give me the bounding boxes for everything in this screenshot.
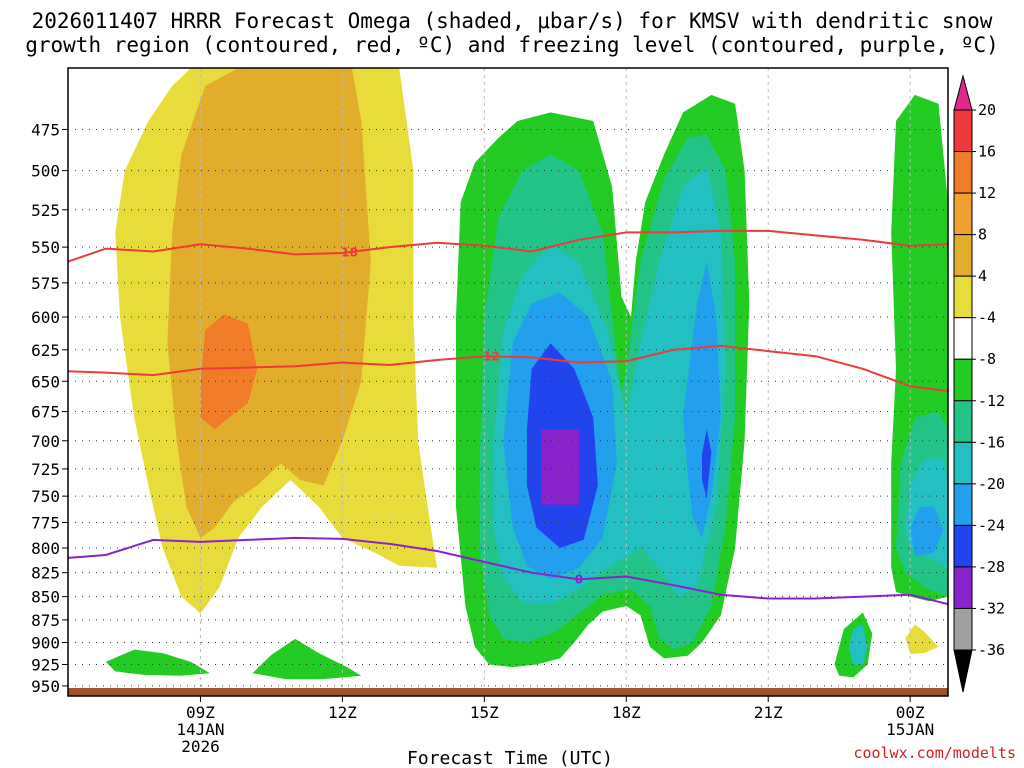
colorbar-box-0: [953, 109, 973, 153]
omega-shading-layer: [105, 68, 948, 680]
colorbar-box-8: [953, 441, 973, 485]
colorbar-box-5: [953, 317, 973, 360]
colorbar-label-9: -20: [978, 475, 1005, 493]
y-tick-label-650: 650: [31, 372, 60, 391]
y-tick-label-950: 950: [31, 677, 60, 696]
x-tick-label-21-0: 21Z: [754, 703, 783, 722]
terrain-strip: [68, 688, 948, 696]
contour-label-freezing-level-0: 0: [575, 572, 583, 586]
x-tick-label-9-0: 09Z: [186, 703, 215, 722]
y-tick-label-750: 750: [31, 487, 60, 506]
y-tick-label-600: 600: [31, 308, 60, 327]
x-tick-label-15-0: 15Z: [470, 703, 499, 722]
omega-region-ascent-8-low1: [105, 649, 210, 676]
colorbar-box-2: [953, 192, 973, 236]
y-tick-label-775: 775: [31, 513, 60, 532]
colorbar-label-13: -36: [978, 641, 1005, 659]
x-tick-label-9-2: 2026: [181, 737, 220, 756]
omega-region-descent12: [200, 314, 258, 430]
y-tick-label-900: 900: [31, 634, 60, 653]
colorbar: 20 16 12 8 4 -4 -8 -12 -16 -20 -24 -28 -32 -36: [953, 74, 1005, 693]
colorbar-label-7: -12: [978, 392, 1005, 410]
x-axis-label: Forecast Time (UTC): [407, 748, 613, 768]
colorbar-box-4: [953, 275, 973, 319]
colorbar-label-0: 20: [978, 101, 996, 119]
x-tick-label-12-0: 12Z: [328, 703, 357, 722]
colorbar-label-5: -4: [978, 309, 996, 327]
plot-frame: [67, 67, 949, 697]
colorbar-box-9: [953, 483, 973, 526]
colorbar-label-4: 4: [978, 267, 987, 285]
colorbar-label-11: -28: [978, 558, 1005, 576]
y-tick-label-725: 725: [31, 460, 60, 479]
colorbar-label-1: 16: [978, 143, 996, 161]
y-tick-label-700: 700: [31, 432, 60, 451]
chart-title-line-1: 2026011407 HRRR Forecast Omega (shaded, …: [32, 9, 993, 33]
colorbar-label-3: 8: [978, 226, 987, 244]
contour-label-dendritic-12: -12: [478, 349, 500, 363]
contour-freezing-level-0: [67, 536, 949, 606]
y-tick-label-925: 925: [31, 656, 60, 675]
omega-region-ascent-28: [541, 429, 579, 505]
y-tick-label-625: 625: [31, 341, 60, 360]
colorbar-box-1: [953, 151, 973, 194]
y-tick-label-475: 475: [31, 120, 60, 139]
credit-text: coolwx.com/modelts: [853, 744, 1016, 762]
colorbar-label-2: 12: [978, 184, 996, 202]
colorbar-label-8: -16: [978, 433, 1005, 451]
colorbar-box-7: [953, 400, 973, 443]
colorbar-top-arrow: [953, 74, 973, 111]
omega-region-ascent-8-low2: [252, 638, 362, 680]
colorbar-box-3: [953, 234, 973, 277]
omega-region-ascent-16-low: [848, 624, 868, 665]
y-tick-label-575: 575: [31, 274, 60, 293]
omega-region-ascent-20-right: [910, 506, 944, 556]
x-tick-label-24-1: 15JAN: [886, 720, 934, 739]
x-tick-label-9-1: 14JAN: [176, 720, 224, 739]
colorbar-box-11: [953, 566, 973, 609]
colorbar-label-10: -24: [978, 516, 1005, 534]
y-tick-label-675: 675: [31, 403, 60, 422]
omega-region-ascent-24-b: [702, 429, 712, 499]
y-tick-label-550: 550: [31, 238, 60, 257]
x-tick-label-24-0: 00Z: [896, 703, 925, 722]
contour-dendritic-12: [67, 344, 949, 393]
x-tick-label-18-0: 18Z: [612, 703, 641, 722]
colorbar-box-12: [953, 607, 973, 651]
contour-label-dendritic-18: -18: [336, 245, 358, 259]
y-tick-label-500: 500: [31, 162, 60, 181]
colorbar-label-6: -8: [978, 350, 996, 368]
contours-layer: -18 -12 0: [67, 229, 949, 606]
contour-dendritic-18: [67, 229, 949, 263]
colorbar-bottom-arrow: [953, 649, 973, 693]
y-tick-label-525: 525: [31, 201, 60, 220]
omega-region-ascent-20-b: [683, 261, 721, 538]
omega-region-descent4-small: [905, 624, 939, 654]
y-tick-label-875: 875: [31, 611, 60, 630]
colorbar-label-12: -32: [978, 599, 1005, 617]
y-tick-label-825: 825: [31, 564, 60, 583]
colorbar-box-10: [953, 524, 973, 568]
y-tick-label-850: 850: [31, 588, 60, 607]
chart-title-line-2: growth region (contoured, red, ºC) and f…: [25, 33, 999, 57]
colorbar-box-6: [953, 358, 973, 402]
y-tick-label-800: 800: [31, 539, 60, 558]
y-axis: 475 500 525 550 575 600 625 650 675 700 725 750 775 8…: [31, 120, 68, 696]
